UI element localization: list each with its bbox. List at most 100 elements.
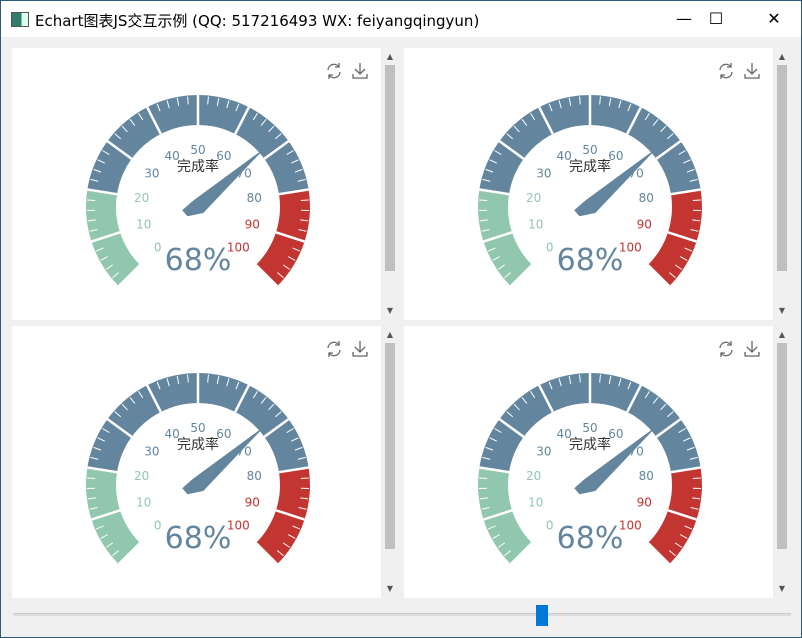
axis-tick [216,97,220,106]
axis-tick [487,247,496,252]
axis-tick [530,391,536,399]
axis-tick [274,411,282,418]
axis-tick [121,403,128,411]
axis-tick [187,96,189,105]
axis-tick [105,264,114,270]
axis-tick [690,228,699,232]
axis-tick [674,264,683,270]
axis-label: 80 [247,469,262,483]
axis-label: 20 [134,469,149,483]
axis-label: 90 [637,496,652,510]
axis-tick [87,199,96,202]
axis-tick [692,219,701,222]
slider-track[interactable] [13,613,791,616]
axis-label: 40 [556,149,571,163]
axis-tick [669,550,676,557]
axis-tick [689,456,698,460]
axis-tick [494,150,502,155]
axis-tick [235,381,240,390]
scroll-down-arrow-icon[interactable]: ▼ [778,306,786,315]
scroll-down-arrow-icon[interactable]: ▼ [386,306,394,315]
vertical-scrollbar[interactable]: ▲ ▼ [775,48,789,320]
app-icon [11,12,29,27]
split-line [655,140,682,160]
axis-tick [521,118,528,126]
scrollbar-thumb[interactable] [385,343,395,549]
vertical-scrollbar[interactable]: ▲ ▼ [775,326,789,598]
axis-tick [95,525,104,530]
slider-handle[interactable] [536,605,549,626]
minimize-button[interactable]: — [676,9,692,28]
gauge-band [86,189,141,287]
refresh-icon[interactable] [325,62,343,80]
axis-label: 50 [582,421,597,435]
split-line [483,509,513,521]
axis-tick [89,228,98,232]
scroll-down-arrow-icon[interactable]: ▼ [386,584,394,593]
download-icon[interactable] [351,340,369,358]
axis-tick [268,125,275,133]
axis-tick [482,178,491,182]
axis-tick [506,411,514,418]
axis-tick [504,272,511,279]
download-icon[interactable] [743,62,761,80]
scroll-up-arrow-icon[interactable]: ▲ [386,52,394,61]
axis-label: 100 [619,518,642,532]
axis-tick [100,256,108,261]
vertical-scrollbar[interactable]: ▲ ▼ [383,326,397,598]
axis-label: 90 [245,218,260,232]
gauge-value: 68% [165,243,232,278]
refresh-icon[interactable] [717,340,735,358]
scrollbar-thumb[interactable] [777,65,787,271]
axis-tick [692,497,701,500]
refresh-icon[interactable] [717,62,735,80]
refresh-icon[interactable] [325,340,343,358]
axis-tick [682,437,691,442]
axis-tick [627,381,632,390]
scroll-down-arrow-icon[interactable]: ▼ [778,584,786,593]
axis-tick [678,150,686,155]
split-line [667,231,697,243]
download-icon[interactable] [743,340,761,358]
axis-tick [292,247,301,252]
scroll-up-arrow-icon[interactable]: ▲ [778,330,786,339]
axis-tick [102,150,110,155]
axis-tick [692,477,701,480]
axis-tick [497,542,506,548]
axis-tick [689,178,698,182]
scroll-up-arrow-icon[interactable]: ▲ [778,52,786,61]
scrollbar-thumb[interactable] [777,343,787,549]
close-button[interactable]: ✕ [767,9,781,28]
axis-label: 50 [190,421,205,435]
gauge-value: 68% [165,521,232,556]
maximize-button[interactable]: ☐ [708,9,724,28]
split-line [275,509,305,521]
axis-label: 10 [528,218,543,232]
axis-tick [504,550,511,557]
split-line [106,140,133,160]
axis-tick [599,374,601,383]
gauge-band [478,467,533,565]
download-icon[interactable] [351,62,369,80]
split-line [263,418,290,438]
axis-tick [479,199,488,202]
axis-label: 0 [154,518,162,532]
axis-tick [176,375,180,384]
axis-label: 30 [144,166,159,180]
split-line [626,384,642,413]
vertical-scrollbar[interactable]: ▲ ▼ [383,48,397,320]
gauge-pointer [182,425,266,495]
axis-tick [678,428,686,433]
gauge-title: 完成率 [177,436,219,453]
axis-tick [166,100,170,109]
axis-tick [666,133,674,140]
scroll-up-arrow-icon[interactable]: ▲ [386,330,394,339]
scrollbar-thumb[interactable] [385,65,395,271]
axis-label: 50 [190,143,205,157]
axis-tick [114,133,122,140]
split-line [479,466,510,474]
